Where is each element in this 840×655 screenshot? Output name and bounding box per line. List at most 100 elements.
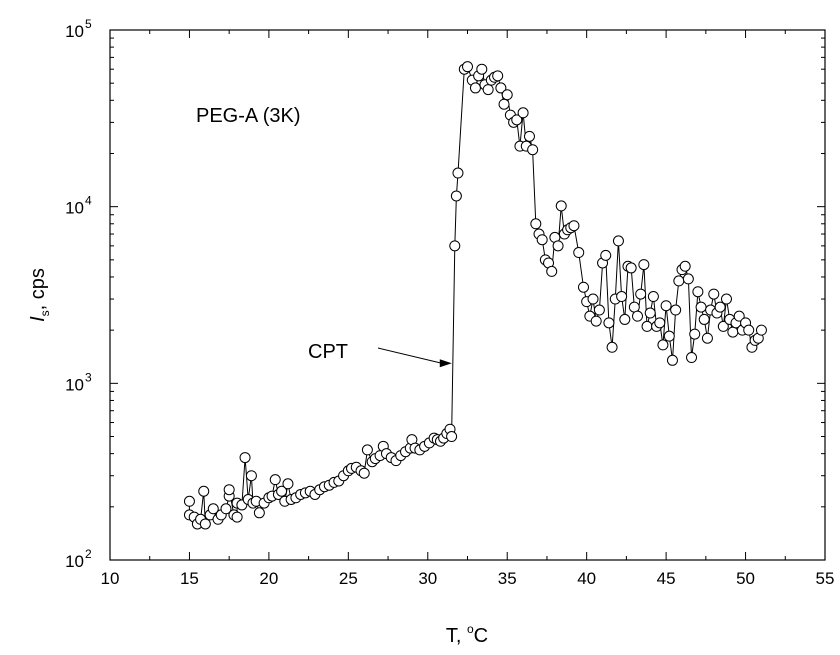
- data-point: [641, 320, 653, 332]
- data-point: [619, 313, 631, 325]
- data-point: [660, 300, 672, 312]
- data-point: [476, 63, 488, 75]
- data-point: [530, 218, 542, 230]
- data-point: [207, 503, 219, 515]
- data-point: [573, 247, 585, 259]
- x-tick-label: 30: [418, 569, 437, 588]
- y-tick-base: 10: [65, 22, 84, 41]
- x-tick-label: 20: [259, 569, 278, 588]
- data-point: [183, 495, 195, 507]
- series-line: [188, 65, 762, 526]
- data-point: [552, 240, 564, 252]
- data-point: [492, 70, 504, 82]
- y-tick-exponent: 3: [85, 370, 92, 384]
- data-point: [361, 444, 373, 456]
- data-point: [282, 478, 294, 490]
- data-point: [449, 240, 461, 252]
- data-point: [536, 234, 548, 246]
- data-point: [714, 301, 726, 313]
- x-axis-label-main: T,: [446, 625, 467, 647]
- data-point: [590, 315, 602, 327]
- x-axis-label-unit: C: [474, 625, 488, 647]
- y-tick-label: 10: [65, 22, 84, 41]
- data-point: [603, 317, 615, 329]
- data-point: [673, 275, 685, 287]
- data-point: [692, 286, 704, 298]
- data-point: [223, 484, 235, 496]
- y-axis-label-main: I: [27, 316, 49, 322]
- data-point: [231, 511, 243, 523]
- data-point: [498, 98, 510, 110]
- data-point: [698, 313, 710, 325]
- data-point: [446, 431, 458, 443]
- data-point: [666, 354, 678, 366]
- data-point: [632, 310, 644, 322]
- data-point: [220, 503, 232, 515]
- data-point: [501, 89, 513, 101]
- x-axis-label: T, oC: [446, 622, 488, 647]
- data-point: [587, 293, 599, 305]
- y-tick-base: 10: [65, 199, 84, 218]
- y-tick-base: 10: [65, 552, 84, 571]
- data-point: [452, 167, 464, 179]
- data-point: [628, 301, 640, 313]
- y-axis-label: Is, cps: [27, 268, 52, 322]
- data-point: [686, 352, 698, 364]
- data-point: [720, 293, 732, 305]
- data-point: [450, 190, 462, 202]
- x-tick-label: 25: [339, 569, 358, 588]
- y-axis-label-unit: , cps: [27, 268, 49, 310]
- data-point: [612, 235, 624, 247]
- data-point: [606, 341, 618, 353]
- data-point: [517, 107, 529, 119]
- data-point: [276, 485, 288, 497]
- y-tick-label: 10: [65, 199, 84, 218]
- data-point: [755, 324, 767, 336]
- x-tick-label: 15: [180, 569, 199, 588]
- data-point: [654, 317, 666, 329]
- data-point: [198, 485, 210, 497]
- y-tick-exponent: 4: [85, 194, 92, 208]
- data-point: [495, 82, 507, 94]
- data-point: [695, 301, 707, 313]
- y-tick-label: 10: [65, 375, 84, 394]
- data-point: [616, 291, 628, 303]
- data-point: [733, 310, 745, 322]
- y-axis-label-sub: s: [38, 310, 52, 316]
- data-point: [546, 265, 558, 277]
- x-tick-label: 10: [101, 569, 120, 588]
- cpt-arrow-head: [439, 359, 452, 368]
- data-point: [462, 61, 473, 73]
- y-tick-exponent: 5: [85, 17, 92, 31]
- data-point: [593, 304, 605, 316]
- data-point: [727, 326, 739, 338]
- data-point: [689, 328, 701, 340]
- cpt-annotation-label: CPT: [308, 341, 348, 363]
- data-point: [657, 339, 669, 351]
- data-point: [663, 330, 675, 342]
- data-point: [245, 470, 257, 482]
- axis-ticks: [109, 29, 826, 561]
- x-tick-label: 55: [816, 569, 835, 588]
- data-point: [600, 249, 612, 261]
- data-point: [638, 259, 650, 271]
- data-point: [635, 288, 647, 300]
- data-points: [183, 61, 767, 530]
- data-point: [523, 130, 535, 142]
- data-point: [625, 262, 637, 274]
- cpt-arrow: [377, 347, 442, 364]
- data-point: [568, 220, 580, 232]
- data-point: [527, 144, 539, 156]
- data-point: [269, 474, 281, 486]
- y-tick-base: 10: [65, 375, 84, 394]
- data-point: [239, 452, 251, 464]
- data-point: [253, 507, 265, 519]
- x-axis-label-degree: o: [467, 622, 474, 636]
- x-tick-label: 35: [498, 569, 517, 588]
- data-point: [469, 82, 481, 94]
- data-point: [555, 200, 567, 212]
- data-point: [743, 324, 755, 336]
- data-point: [511, 114, 523, 126]
- data-point: [647, 291, 659, 303]
